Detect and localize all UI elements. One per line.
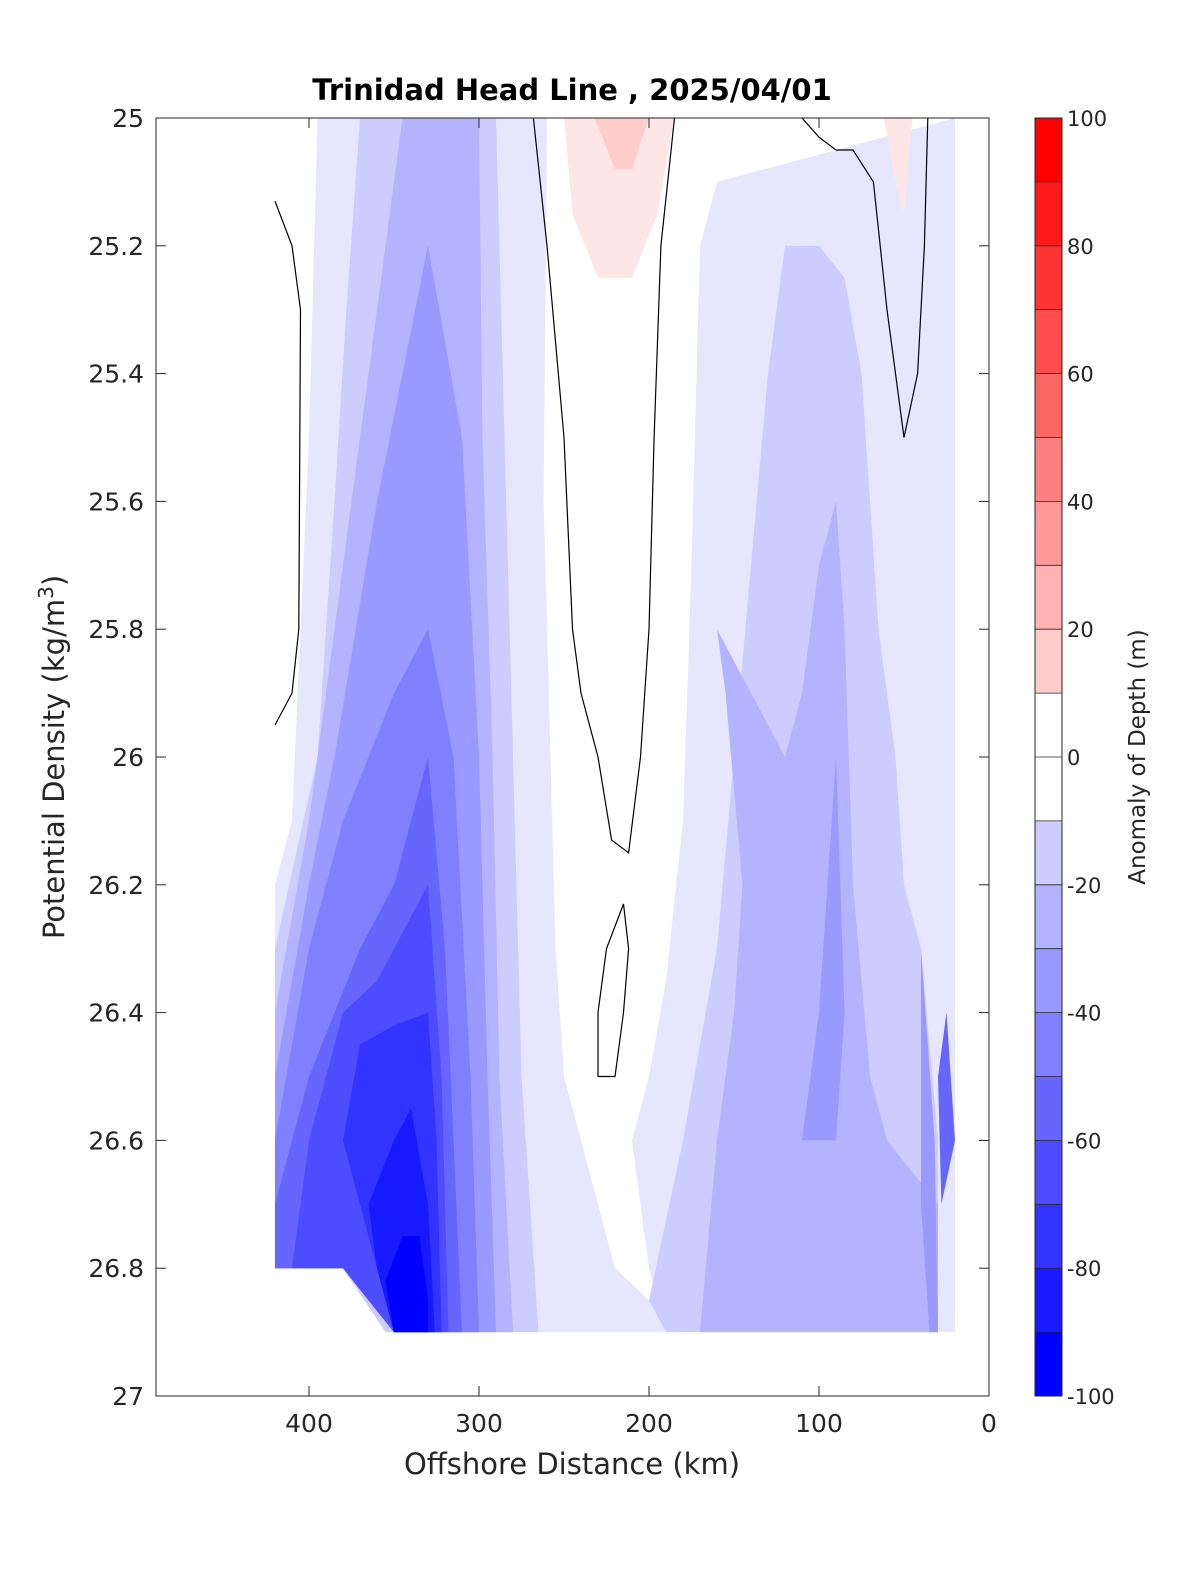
y-tick-label-2: 25.4	[88, 360, 144, 389]
anomaly-region-8	[700, 501, 938, 1333]
colorbar-label: Anomaly of Depth (m)	[1125, 629, 1151, 884]
y-tick-label-5: 26	[112, 743, 144, 772]
anomaly-region-14	[938, 1012, 955, 1205]
x-axis-label: Offshore Distance (km)	[404, 1447, 740, 1481]
y-tick-label-4: 25.8	[88, 615, 144, 644]
anomaly-region-3	[883, 118, 913, 214]
chart-title: Trinidad Head Line , 2025/04/01	[312, 73, 832, 107]
zero-contour-lines	[274, 117, 929, 1078]
colorbar-block-16	[1035, 309, 1062, 374]
y-tick-label-0: 25	[112, 104, 144, 133]
y-axis-label-close: )	[37, 575, 71, 586]
colorbar-block-5	[1035, 1012, 1062, 1077]
colorbar-tick-label-6: -20	[1067, 874, 1101, 898]
colorbar-block-0	[1035, 1332, 1062, 1396]
colorbar-block-1	[1035, 1268, 1062, 1333]
colorbar: 100 80 60 40 20 0 -20 -40 -60 -80 -100 Anomaly of …	[1034, 107, 1151, 1409]
y-tick-label-8: 26.6	[88, 1126, 144, 1155]
x-tick-label-2: 200	[625, 1409, 673, 1438]
anomaly-region-10	[802, 757, 845, 1141]
colorbar-block-7	[1035, 884, 1062, 949]
y-tick-label-3: 25.6	[88, 487, 144, 516]
colorbar-block-6	[1035, 948, 1062, 1013]
colorbar-block-19	[1035, 118, 1062, 182]
y-axis-label-superscript: 3	[34, 586, 58, 599]
colorbar-block-3	[1035, 1140, 1062, 1205]
anomaly-regions	[275, 118, 955, 1333]
colorbar-block-2	[1035, 1204, 1062, 1269]
x-tick-label-4: 0	[981, 1409, 997, 1438]
x-tick-label-1: 300	[455, 1409, 503, 1438]
colorbar-ticks: 100 80 60 40 20 0 -20 -40 -60 -80 -100	[1067, 107, 1115, 1409]
anomaly-region-18	[385, 1236, 428, 1333]
y-tick-label-10: 27	[112, 1382, 144, 1411]
colorbar-tick-label-2: 60	[1067, 363, 1094, 387]
anomaly-region-2	[564, 118, 675, 278]
colorbar-block-4	[1035, 1076, 1062, 1141]
colorbar-block-15	[1035, 373, 1062, 438]
zero-contour-line-1	[532, 117, 676, 854]
colorbar-block-8	[1035, 820, 1062, 885]
x-tick-label-0: 400	[285, 1409, 333, 1438]
zero-contour-line-3	[801, 117, 929, 438]
colorbar-block-14	[1035, 437, 1062, 502]
y-axis-ticks: 25 25.2 25.4 25.6 25.8 26 26.2 26.4 26.6 26.8 27	[88, 104, 989, 1411]
colorbar-block-13	[1035, 501, 1062, 566]
colorbar-block-10	[1035, 693, 1062, 757]
colorbar-block-18	[1035, 181, 1062, 246]
colorbar-block-17	[1035, 245, 1062, 310]
colorbar-block-12	[1035, 565, 1062, 630]
y-tick-label-6: 26.2	[88, 871, 144, 900]
colorbar-tick-label-10: -100	[1067, 1385, 1115, 1409]
anomaly-region-4	[594, 118, 649, 170]
y-tick-label-1: 25.2	[88, 232, 144, 261]
y-tick-label-9: 26.8	[88, 1254, 144, 1283]
y-tick-label-7: 26.4	[88, 999, 144, 1028]
colorbar-blocks	[1035, 118, 1062, 1396]
colorbar-tick-label-0: 100	[1067, 107, 1107, 131]
anomaly-region-11	[921, 948, 938, 1333]
colorbar-tick-label-4: 20	[1067, 618, 1094, 642]
colorbar-tick-label-9: -80	[1067, 1257, 1101, 1281]
x-tick-label-3: 100	[795, 1409, 843, 1438]
y-axis-label: Potential Density (kg/m3)	[34, 575, 71, 939]
colorbar-tick-label-8: -60	[1067, 1129, 1101, 1153]
zero-contour-line-0	[274, 200, 302, 726]
y-axis-label-main: Potential Density (kg/m	[37, 599, 71, 939]
colorbar-tick-label-7: -40	[1067, 1002, 1101, 1026]
colorbar-tick-label-3: 40	[1067, 490, 1094, 514]
colorbar-tick-label-1: 80	[1067, 235, 1094, 259]
colorbar-tick-label-5: 0	[1067, 746, 1080, 770]
colorbar-frame	[1034, 117, 1063, 1397]
colorbar-block-11	[1035, 629, 1062, 694]
colorbar-block-9	[1035, 757, 1062, 821]
zero-contour-line-2	[597, 903, 630, 1078]
plot-area	[155, 117, 990, 1397]
x-axis-ticks: 400 300 200 100 0	[285, 118, 997, 1438]
